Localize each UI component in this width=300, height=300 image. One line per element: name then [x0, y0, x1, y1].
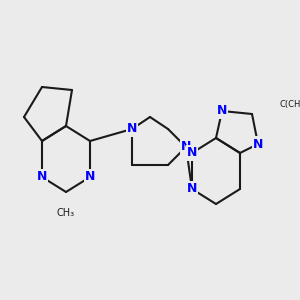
- Text: N: N: [187, 182, 197, 196]
- Text: C(CH₃)₃: C(CH₃)₃: [279, 100, 300, 109]
- Text: CH₃: CH₃: [57, 208, 75, 218]
- Text: N: N: [127, 122, 137, 136]
- Text: N: N: [85, 170, 95, 184]
- Text: N: N: [187, 146, 197, 160]
- Text: N: N: [217, 104, 227, 118]
- Text: N: N: [37, 170, 47, 184]
- Text: N: N: [253, 137, 263, 151]
- Text: N: N: [181, 140, 191, 154]
